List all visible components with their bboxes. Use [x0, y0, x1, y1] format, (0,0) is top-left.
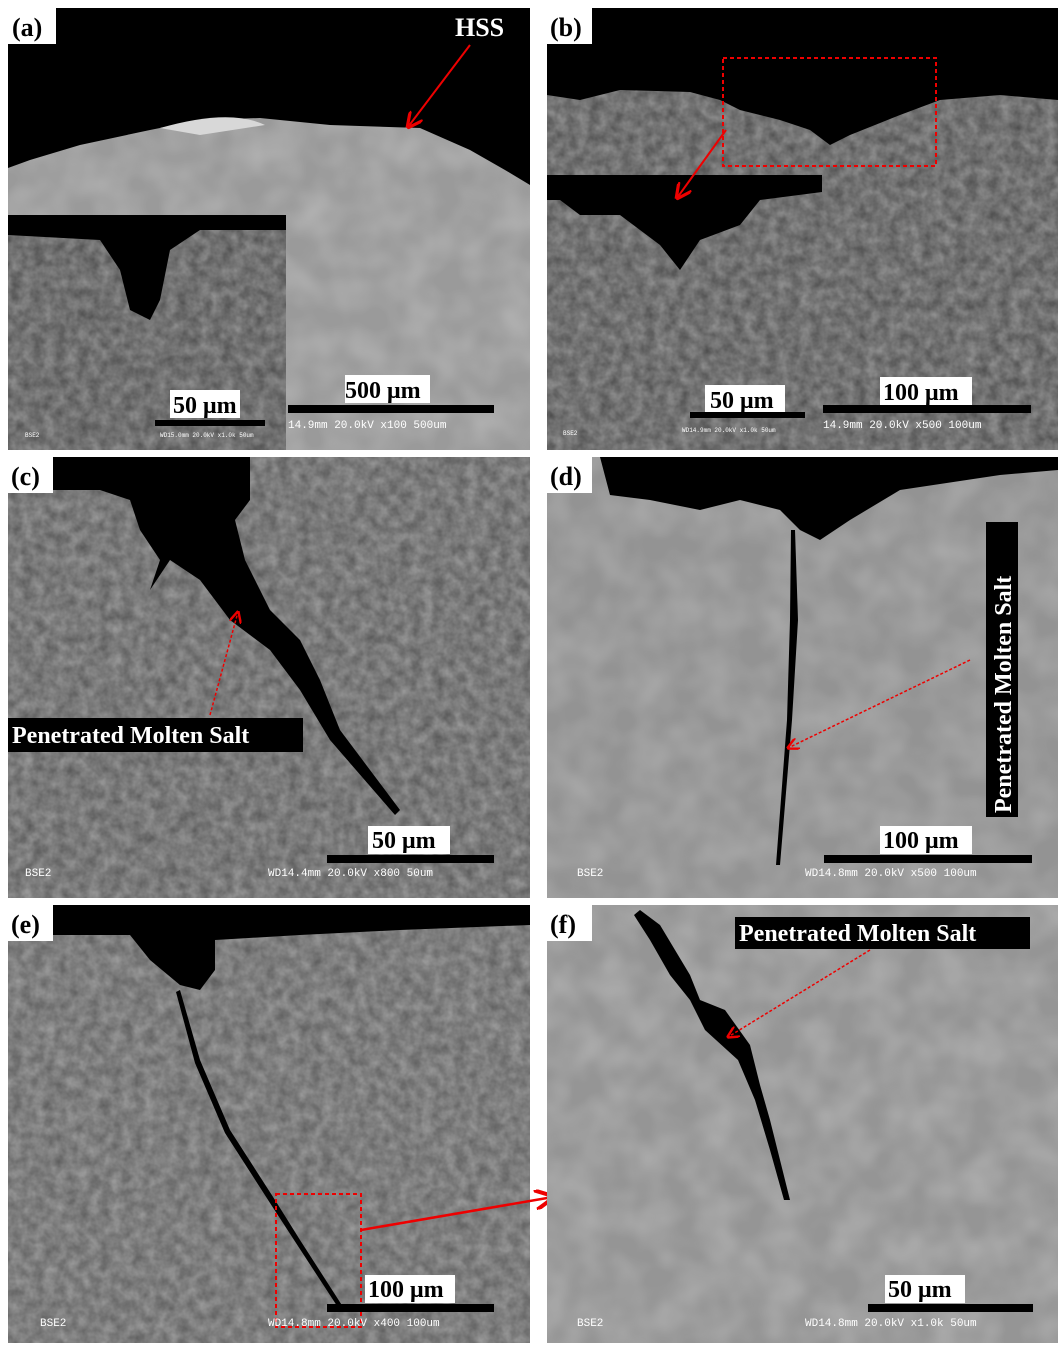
- scale-bar: [868, 1304, 1033, 1312]
- info: WD15.0mm 20.0kV x1.0k 50um: [160, 432, 254, 439]
- scale-bar: [327, 1304, 494, 1312]
- scale-bar: [690, 412, 805, 418]
- panel-f: (f) Penetrated Molten Salt 50 μm BSE2 WD…: [547, 905, 1058, 1343]
- page: {"panels":[ {"label":"(a)","annotation":…: [0, 0, 1060, 1346]
- info: WD14.8mm 20.0kV x400 100um: [268, 1318, 440, 1330]
- scale-label: 50 μm: [372, 828, 436, 854]
- scale-bar: [155, 420, 265, 426]
- scale-label: 100 μm: [883, 828, 959, 854]
- annotation: Penetrated Molten Salt: [739, 921, 976, 947]
- detector: BSE2: [25, 432, 40, 439]
- panel-label: (e): [11, 910, 40, 939]
- panel-d: (d) Penetrated Molten Salt 100 μm BSE2 W…: [547, 457, 1058, 898]
- panel-label: (a): [12, 13, 42, 42]
- scale-label: 50 μm: [888, 1277, 952, 1303]
- info: 14.9mm 20.0kV x100 500um: [288, 420, 447, 432]
- scale-label: 50 μm: [173, 393, 237, 419]
- panel-a: (a) HSS 50 μm BSE2 WD15.0mm 20.0kV x1.0k…: [8, 8, 530, 450]
- scale-bar: [288, 405, 494, 413]
- scale-bar: [327, 855, 494, 863]
- info: 14.9mm 20.0kV x500 100um: [823, 420, 982, 432]
- panel-b: (b) 50 μm BSE2 WD14.9mm 20.0kV x1.0k 50u…: [547, 8, 1058, 450]
- scale-label: 100 μm: [368, 1277, 444, 1303]
- texture: [8, 457, 530, 898]
- detector: BSE2: [563, 430, 578, 437]
- panel-label: (f): [550, 910, 576, 939]
- annotation: Penetrated Molten Salt: [991, 576, 1017, 813]
- scale-label: 500 μm: [345, 378, 421, 404]
- scale-label: 50 μm: [710, 388, 774, 414]
- scale-label: 100 μm: [883, 380, 959, 406]
- panel-c: (c) Penetrated Molten Salt 50 μm BSE2 WD…: [8, 457, 530, 898]
- panel-label: (b): [550, 13, 582, 42]
- panel-label: (d): [550, 462, 582, 491]
- panel-e: (e) 100 μm BSE2 WD14.8mm 20.0kV x400 100…: [8, 905, 553, 1343]
- annotation: Penetrated Molten Salt: [12, 723, 249, 749]
- detector: BSE2: [577, 868, 603, 880]
- scale-bar: [824, 855, 1032, 863]
- detector: BSE2: [40, 1318, 66, 1330]
- info: WD14.8mm 20.0kV x500 100um: [805, 868, 977, 880]
- info: WD14.9mm 20.0kV x1.0k 50um: [682, 427, 776, 434]
- info: WD14.4mm 20.0kV x800 50um: [268, 868, 433, 880]
- scale-bar: [823, 405, 1031, 413]
- annotation: HSS: [455, 13, 504, 42]
- info: WD14.8mm 20.0kV x1.0k 50um: [805, 1318, 977, 1330]
- panel-label: (c): [11, 462, 40, 491]
- figure: (a) HSS 50 μm BSE2 WD15.0mm 20.0kV x1.0k…: [0, 0, 1060, 1346]
- detector: BSE2: [577, 1318, 603, 1330]
- texture: [547, 905, 1058, 1343]
- detector: BSE2: [25, 868, 51, 880]
